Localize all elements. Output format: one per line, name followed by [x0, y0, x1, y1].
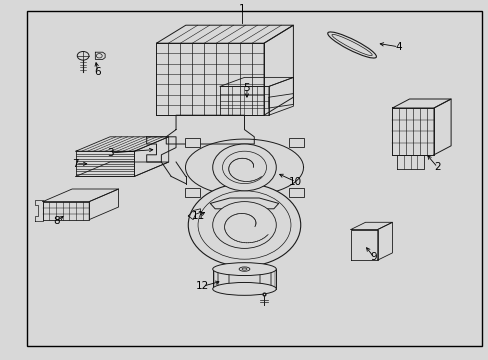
Polygon shape	[146, 137, 176, 162]
Polygon shape	[350, 222, 391, 230]
Polygon shape	[391, 108, 433, 155]
Circle shape	[77, 51, 89, 60]
Polygon shape	[264, 25, 293, 115]
Text: 7: 7	[72, 159, 79, 169]
Polygon shape	[268, 94, 293, 108]
Ellipse shape	[331, 35, 371, 55]
Polygon shape	[288, 188, 303, 197]
Text: 1: 1	[238, 4, 245, 14]
Polygon shape	[43, 202, 89, 220]
Text: 4: 4	[394, 42, 401, 52]
Text: 9: 9	[370, 252, 377, 262]
Circle shape	[212, 144, 276, 191]
Polygon shape	[185, 138, 200, 147]
Polygon shape	[76, 137, 168, 151]
Text: 10: 10	[289, 177, 302, 187]
Text: 12: 12	[196, 281, 209, 291]
Polygon shape	[391, 99, 450, 108]
Text: 8: 8	[53, 216, 60, 226]
Polygon shape	[220, 77, 293, 86]
Polygon shape	[188, 209, 200, 220]
Polygon shape	[377, 222, 391, 260]
Polygon shape	[220, 86, 268, 115]
Polygon shape	[288, 138, 303, 147]
Polygon shape	[89, 189, 118, 220]
Circle shape	[222, 151, 266, 184]
Polygon shape	[36, 200, 43, 221]
Polygon shape	[134, 137, 168, 176]
Ellipse shape	[327, 32, 376, 58]
Polygon shape	[210, 198, 278, 209]
Polygon shape	[95, 52, 105, 59]
Circle shape	[96, 54, 102, 58]
Polygon shape	[43, 189, 118, 202]
Circle shape	[188, 184, 300, 266]
Polygon shape	[185, 139, 303, 196]
Polygon shape	[433, 99, 450, 155]
Polygon shape	[268, 77, 293, 115]
Polygon shape	[156, 43, 264, 115]
Text: 11: 11	[191, 211, 204, 221]
Text: 6: 6	[94, 67, 101, 77]
Text: 3: 3	[106, 148, 113, 158]
Polygon shape	[156, 25, 293, 43]
Ellipse shape	[212, 283, 276, 295]
Text: 2: 2	[433, 162, 440, 172]
Polygon shape	[76, 162, 168, 176]
Ellipse shape	[239, 267, 249, 271]
Text: 5: 5	[243, 83, 250, 93]
Polygon shape	[76, 151, 134, 176]
Polygon shape	[396, 155, 424, 169]
Circle shape	[212, 202, 276, 248]
Polygon shape	[166, 115, 254, 144]
Ellipse shape	[242, 268, 246, 270]
Polygon shape	[350, 230, 377, 260]
Ellipse shape	[212, 263, 276, 275]
Circle shape	[198, 191, 290, 259]
Polygon shape	[185, 188, 200, 197]
